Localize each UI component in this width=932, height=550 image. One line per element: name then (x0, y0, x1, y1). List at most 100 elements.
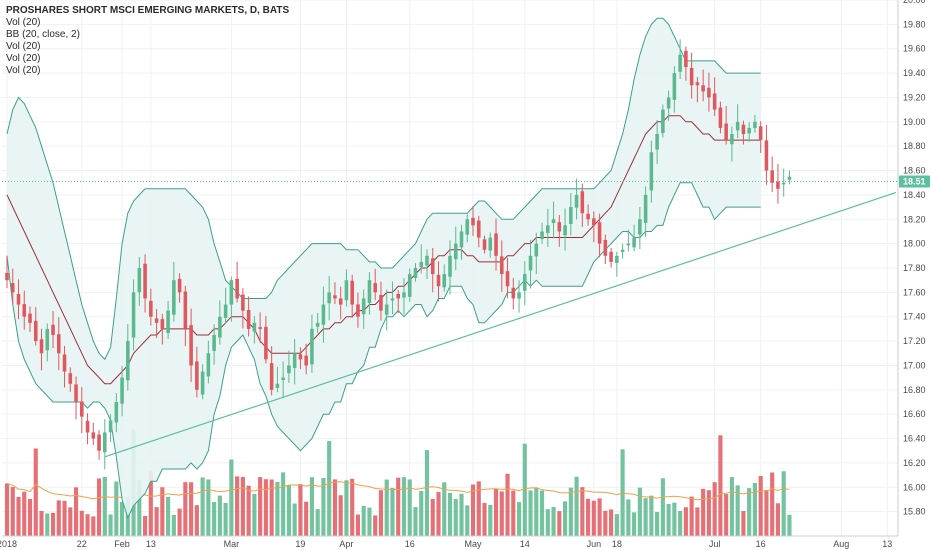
candle (482, 235, 487, 254)
volume-bar (252, 493, 257, 536)
x-tick-label: May (465, 539, 483, 549)
candle-body (597, 222, 602, 244)
candle (212, 324, 216, 365)
candle (448, 240, 452, 295)
candle (425, 249, 429, 279)
candle-body (246, 310, 251, 329)
last-price-tag-label: 18.51 (903, 177, 926, 187)
candle-body (97, 434, 101, 451)
volume-bar (102, 476, 107, 536)
candle-body (10, 283, 15, 293)
candle (453, 226, 458, 271)
x-tick-label: 22 (77, 539, 87, 549)
volume-bar (378, 490, 384, 536)
volume-bar (148, 471, 153, 536)
candle (661, 104, 665, 138)
candle-body (56, 334, 61, 354)
candle-body (356, 304, 360, 317)
candle-body (563, 225, 567, 236)
candle-body (229, 280, 234, 305)
bollinger-lower (6, 182, 761, 520)
volume-bar (609, 509, 614, 536)
candle (5, 255, 9, 289)
volume-bar (626, 499, 631, 536)
candle (160, 313, 165, 345)
volume-bar (332, 479, 338, 536)
volume-bar (321, 478, 326, 536)
y-tick-label: 19.60 (903, 44, 926, 54)
candle (85, 413, 90, 445)
volume-bar (419, 490, 424, 536)
volume-bar (528, 490, 533, 536)
candle (33, 306, 38, 346)
candle-body (74, 384, 78, 402)
candle-body (183, 291, 188, 329)
candle (258, 312, 262, 343)
candle-body (258, 327, 262, 329)
volume-bar (390, 487, 395, 536)
candle-body (333, 295, 337, 299)
candle (114, 393, 119, 433)
candle (241, 288, 245, 329)
candle (511, 278, 516, 310)
candle-body (126, 341, 130, 381)
candle (137, 256, 142, 306)
candle-body (344, 280, 349, 301)
volume-bar (373, 515, 378, 536)
candle-body (448, 255, 452, 277)
volume-bar (747, 488, 752, 536)
candle-body (390, 298, 395, 301)
candle (264, 315, 268, 364)
candle-body (488, 237, 493, 251)
candle (476, 215, 481, 248)
volume-bar (568, 487, 573, 536)
candle (384, 289, 389, 331)
volume-bar (396, 477, 401, 536)
candle (62, 345, 67, 388)
volume-bar (355, 514, 361, 536)
volume-bar (718, 435, 723, 536)
x-tick-label: 16 (405, 539, 415, 549)
volume-bar (171, 514, 176, 536)
candle-body (638, 219, 642, 235)
y-tick-label: 17.60 (903, 287, 926, 297)
y-tick-label: 19.80 (903, 19, 926, 29)
volume-bar (488, 504, 493, 536)
volume-bar (724, 494, 729, 536)
volume-bar (580, 487, 585, 536)
candle (655, 120, 659, 164)
volume-bar (643, 498, 648, 536)
candle (546, 208, 550, 247)
candle-body (632, 237, 636, 248)
candle (131, 279, 136, 351)
candle-body (321, 304, 326, 325)
volume-bar (137, 480, 142, 536)
volume-bar (637, 487, 642, 536)
volume-bar (160, 487, 165, 536)
candle-body (718, 107, 723, 128)
candle-body (436, 274, 441, 287)
candle (379, 281, 383, 321)
candle-body (235, 278, 239, 299)
candle (523, 261, 527, 306)
volume-bar (758, 475, 763, 536)
candle (753, 114, 757, 133)
volume-bar (45, 513, 50, 536)
volume-bar (712, 482, 717, 536)
volume-bar (683, 507, 688, 536)
candle (649, 140, 654, 203)
candle (292, 338, 297, 385)
volume-bar (678, 510, 683, 536)
candle-body (764, 140, 769, 171)
y-tick-label: 18.00 (903, 239, 926, 249)
candle-body (689, 67, 694, 86)
candle-body (592, 218, 596, 226)
y-tick-label: 19.40 (903, 68, 926, 78)
candles (5, 39, 792, 470)
candle (74, 376, 78, 420)
candle (120, 366, 124, 417)
candle-body (287, 365, 291, 374)
candle (615, 251, 619, 277)
candle (154, 309, 159, 339)
